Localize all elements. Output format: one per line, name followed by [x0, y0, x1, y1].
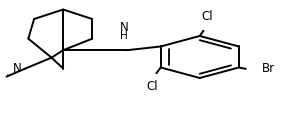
- Text: methyl: methyl: [7, 73, 12, 75]
- Text: H: H: [120, 31, 128, 41]
- Text: N: N: [13, 62, 22, 75]
- Text: Cl: Cl: [201, 10, 213, 23]
- Text: Br: Br: [262, 62, 275, 75]
- Text: Cl: Cl: [146, 80, 158, 93]
- Text: N: N: [120, 21, 128, 34]
